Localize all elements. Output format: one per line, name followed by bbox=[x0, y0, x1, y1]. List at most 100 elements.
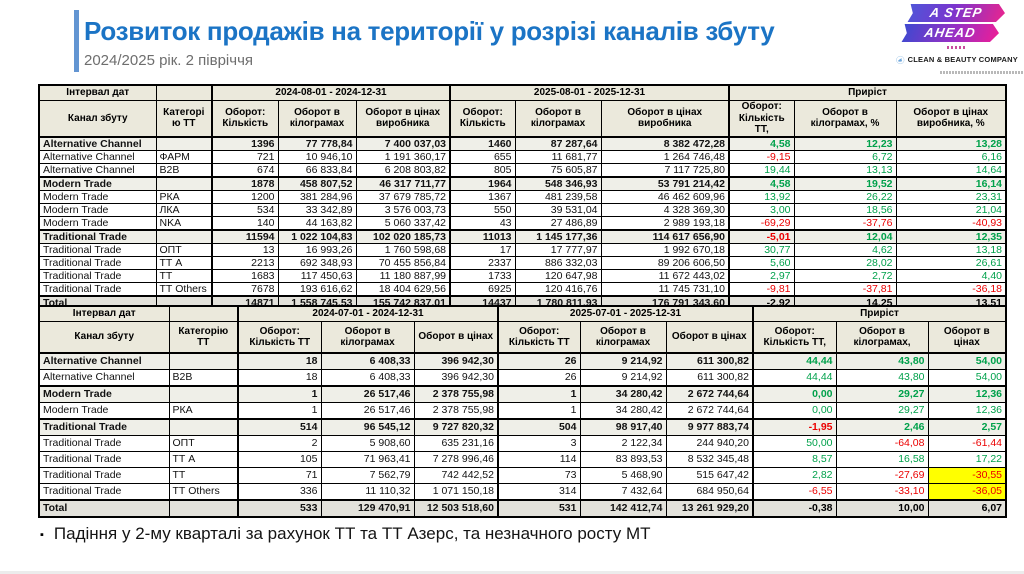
growth-cell: 30,77 bbox=[728, 242, 795, 257]
value-cell: 1878 bbox=[211, 175, 279, 191]
value-cell: 2213 bbox=[211, 255, 279, 270]
value-cell: 26 517,46 bbox=[320, 385, 415, 403]
channel-cell: Total bbox=[38, 499, 170, 518]
table-row: Traditional Trade ТТ 1683 117 450,63 11 180 … bbox=[38, 268, 1007, 283]
value-cell: 18 404 629,56 bbox=[355, 281, 451, 296]
header-row-dates: Інтервал дат 2024-07-01 - 2024-12-31 2025-… bbox=[38, 305, 1007, 322]
value-cell: 9 727 820,32 bbox=[413, 418, 499, 436]
value-cell: 1396 bbox=[211, 135, 279, 151]
growth-cell: 8,57 bbox=[752, 451, 837, 468]
value-cell: 26 bbox=[497, 352, 581, 370]
metric-header-cell: Оборот: Кількість ТТ bbox=[237, 321, 322, 354]
value-cell: 46 462 609,96 bbox=[600, 189, 730, 204]
growth-cell: 2,82 bbox=[752, 467, 837, 484]
category-header-cell: Категорію ТТ bbox=[168, 321, 239, 354]
channel-cell: Traditional Trade bbox=[38, 435, 170, 452]
growth-cell: 16,58 bbox=[835, 451, 929, 468]
bullet-marker: ▪ bbox=[40, 529, 44, 541]
value-cell: 1 022 104,83 bbox=[277, 228, 357, 244]
value-cell: 721 bbox=[211, 149, 279, 164]
value-cell: 140 bbox=[211, 215, 279, 230]
category-cell bbox=[155, 228, 213, 244]
value-cell: 1 191 360,17 bbox=[355, 149, 451, 164]
category-cell: РКА bbox=[155, 189, 213, 204]
growth-cell: 26,22 bbox=[793, 189, 897, 204]
value-cell: 46 317 711,77 bbox=[355, 175, 451, 191]
category-cell: ЛКА bbox=[155, 202, 213, 217]
logo-tagline bbox=[940, 70, 1024, 74]
table-row: Total 533 129 470,91 12 503 518,60 531 142 41… bbox=[38, 499, 1007, 518]
value-cell: 12 503 518,60 bbox=[413, 499, 499, 518]
value-cell: 514 bbox=[237, 418, 322, 436]
value-cell: 98 917,40 bbox=[579, 418, 667, 436]
category-header-cell: Категорію ТТ bbox=[155, 100, 213, 138]
metric-header-cell: Оборот в кілограмах, % bbox=[793, 100, 897, 138]
dove-icon bbox=[896, 55, 905, 64]
value-cell: 2 672 744,64 bbox=[665, 402, 754, 420]
growth-cell: -9,81 bbox=[728, 281, 795, 296]
table-row: Alternative Channel B2B 674 66 833,84 6 208 … bbox=[38, 162, 1007, 177]
channel-cell: Traditional Trade bbox=[38, 268, 157, 283]
value-cell: 39 531,04 bbox=[514, 202, 602, 217]
value-cell: 655 bbox=[449, 149, 516, 164]
category-cell: ТТ А bbox=[168, 451, 239, 468]
value-cell: 611 300,82 bbox=[665, 352, 754, 370]
value-cell: 7 562,79 bbox=[320, 467, 415, 484]
growth-cell: -37,76 bbox=[793, 215, 897, 230]
table-row: Modern Trade РКА 1 26 517,46 2 378 755,98 1 34… bbox=[38, 402, 1007, 420]
table-row: Traditional Trade 11594 1 022 104,83 102 02… bbox=[38, 228, 1007, 244]
channel-cell: Modern Trade bbox=[38, 385, 170, 403]
growth-cell: 17,22 bbox=[927, 451, 1007, 468]
value-cell: 531 bbox=[497, 499, 581, 518]
growth-cell: 23,31 bbox=[895, 189, 1007, 204]
channel-cell: Traditional Trade bbox=[38, 255, 157, 270]
value-cell: 504 bbox=[497, 418, 581, 436]
growth-cell: 4,62 bbox=[793, 242, 897, 257]
value-cell: 129 470,91 bbox=[320, 499, 415, 518]
growth-cell: 0,00 bbox=[752, 385, 837, 403]
value-cell: 1 145 177,36 bbox=[514, 228, 602, 244]
growth-cell: 28,02 bbox=[793, 255, 897, 270]
value-cell: 7 400 037,03 bbox=[355, 135, 451, 151]
period-group-header: 2024-08-01 - 2024-12-31 bbox=[211, 84, 451, 101]
value-cell: 481 239,58 bbox=[514, 189, 602, 204]
value-cell: 6 408,33 bbox=[320, 369, 415, 387]
value-cell: 2 378 755,98 bbox=[413, 385, 499, 403]
value-cell: 11 110,32 bbox=[320, 483, 415, 501]
value-cell: 16 993,26 bbox=[277, 242, 357, 257]
value-cell: 9 214,92 bbox=[579, 369, 667, 387]
growth-cell: 4,40 bbox=[895, 268, 1007, 283]
growth-cell: 2,97 bbox=[728, 268, 795, 283]
channel-cell: Traditional Trade bbox=[38, 281, 157, 296]
growth-cell: -0,38 bbox=[752, 499, 837, 518]
channel-cell: Modern Trade bbox=[38, 175, 157, 191]
title-accent-bar bbox=[74, 10, 79, 72]
metric-header-cell: Оборот в цінах виробника bbox=[355, 100, 451, 138]
growth-cell: 19,52 bbox=[793, 175, 897, 191]
metric-header-cell: Оборот в цінах bbox=[413, 321, 499, 354]
logo-dots bbox=[947, 45, 967, 49]
growth-cell: 12,35 bbox=[895, 228, 1007, 244]
value-cell: 2 989 193,18 bbox=[600, 215, 730, 230]
value-cell: 71 963,41 bbox=[320, 451, 415, 468]
interval-label-cell: Інтервал дат bbox=[38, 84, 157, 101]
blank-header-cell bbox=[155, 84, 213, 101]
value-cell: 11 681,77 bbox=[514, 149, 602, 164]
metric-header-cell: Оборот в цінах bbox=[927, 321, 1007, 354]
growth-cell: -36,05 bbox=[927, 483, 1007, 501]
value-cell: 43 bbox=[449, 215, 516, 230]
value-cell: 114 bbox=[497, 451, 581, 468]
growth-cell: 21,04 bbox=[895, 202, 1007, 217]
growth-cell: 2,57 bbox=[927, 418, 1007, 436]
channel-cell: Traditional Trade bbox=[38, 228, 157, 244]
growth-cell: 12,36 bbox=[927, 402, 1007, 420]
table-row: Modern Trade РКА 1200 381 284,96 37 679 785,… bbox=[38, 189, 1007, 204]
value-cell: 9 214,92 bbox=[579, 352, 667, 370]
value-cell: 5 060 337,42 bbox=[355, 215, 451, 230]
sales-table-q: Інтервал дат 2024-07-01 - 2024-12-31 2025-… bbox=[38, 305, 1008, 518]
page-title: Розвиток продажів на території у розрізі… bbox=[84, 16, 775, 46]
value-cell: 1 760 598,68 bbox=[355, 242, 451, 257]
value-cell: 37 679 785,72 bbox=[355, 189, 451, 204]
value-cell: 1367 bbox=[449, 189, 516, 204]
value-cell: 7678 bbox=[211, 281, 279, 296]
